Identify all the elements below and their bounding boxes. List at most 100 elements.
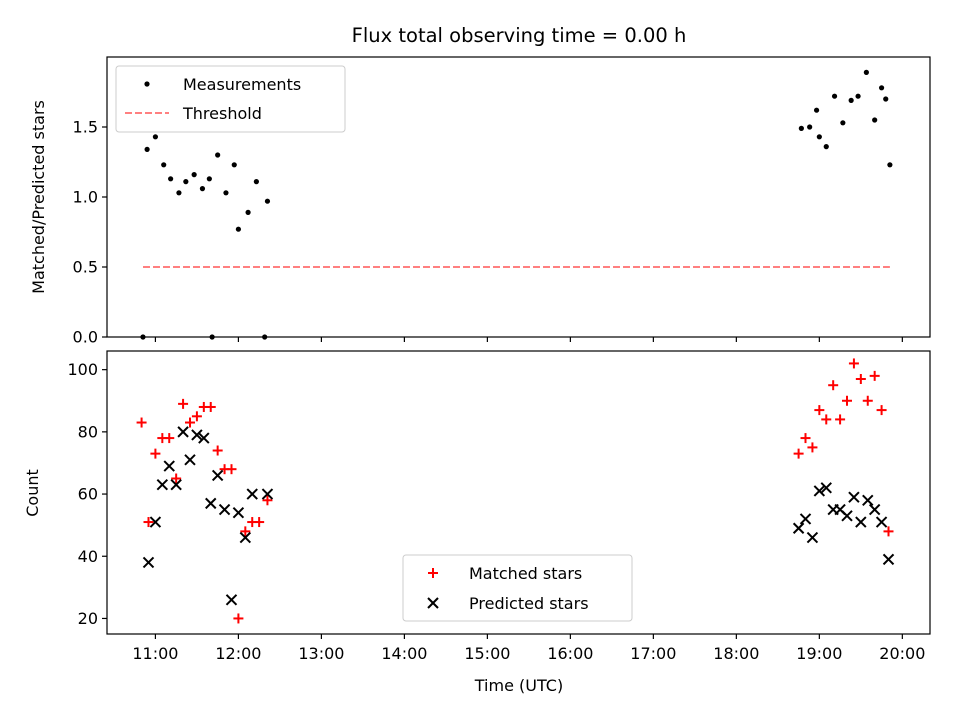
predicted-star-point [848,491,860,503]
measurement-point [215,152,221,158]
matched-star-point [800,433,811,444]
matched-star-point [848,358,859,369]
predicted-star-point [882,553,895,566]
matched-star-point [240,526,251,537]
predicted-star-point [792,522,805,534]
legend-predicted-label: Predicted stars [469,594,589,613]
predicted-star-point [191,429,203,441]
x-tick-label: 15:00 [464,644,510,663]
x-tick-label: 20:00 [879,644,925,663]
y-tick-label: 0.0 [73,328,98,347]
predicted-star-point [862,494,874,506]
matched-star-point [814,405,825,416]
bottom-axis-ticks: 20 40 60 80 100 11:00 12:00 13:00 14:00 15:00 16:0… [67,360,925,663]
bottom-y-axis-label: Count [23,469,42,517]
measurement-point [831,93,838,99]
measurement-point [168,176,174,182]
matched-star-point [184,417,195,428]
top-legend: Measurements Threshold [115,65,346,133]
y-tick-label: 1.0 [73,188,98,207]
measurement-point [878,85,885,91]
measurement-point [152,134,159,140]
matched-star-point [171,473,182,484]
x-tick-label: 11:00 [132,644,178,663]
legend-matched-label: Matched stars [469,564,582,583]
predicted-star-point [875,516,888,528]
measurement-point [840,120,846,126]
measurement-point [823,144,829,150]
matched-star-point [212,445,223,456]
predicted-star-point [813,485,826,497]
predicted-star-point [855,516,867,528]
y-tick-label: 80 [78,422,98,441]
predicted-star-point [232,507,245,519]
measurement-point [235,226,242,232]
matched-star-point [150,448,161,459]
y-tick-label: 100 [67,360,98,379]
predicted-star-point [156,479,169,491]
top-plot-marks [140,69,893,340]
predicted-star-point [820,482,832,494]
legend-predicted-marker [427,597,439,609]
predicted-star-point [184,454,196,466]
matched-star-point [178,398,189,409]
legend-measurements-label: Measurements [183,75,301,94]
measurement-point [245,209,251,215]
legend-matched-marker [428,568,438,578]
predicted-star-point [239,531,252,544]
measurement-point [807,124,813,130]
matched-star-point [862,395,873,406]
top-panel: 0.0 0.5 1.0 1.5 Matched/Predicted stars Mea… [29,56,931,347]
predicted-star-point [211,469,224,482]
chart-title: Flux total observing time = 0.00 h [352,24,687,47]
matched-star-point [226,464,237,475]
x-tick-label: 16:00 [547,644,593,663]
measurement-point [883,96,889,102]
y-tick-label: 20 [78,609,98,628]
measurement-point [887,162,893,168]
top-legend-box [115,65,346,133]
matched-star-point [828,380,839,391]
measurement-point [848,97,854,103]
predicted-star-point [261,488,274,500]
matched-star-point [164,433,175,444]
matched-star-point [876,405,887,416]
predicted-star-point [177,426,189,438]
bottom-legend: Matched stars Predicted stars [402,554,633,622]
x-tick-label: 12:00 [215,644,261,663]
matched-star-point [191,411,202,422]
measurement-point [798,125,804,131]
legend-measurements-marker [144,81,150,87]
bottom-axes-frame [106,350,931,635]
predicted-star-point [841,510,853,522]
matched-star-point [807,442,818,453]
x-tick-label: 14:00 [381,644,427,663]
bottom-panel: 20 40 60 80 100 11:00 12:00 13:00 14:00 15:00 16:0… [23,350,931,663]
bottom-plot-marks [136,358,895,624]
measurement-point [223,190,229,196]
measurement-point [253,179,259,185]
measurement-point [199,186,206,192]
legend-threshold-label: Threshold [182,104,262,123]
measurement-point [813,107,820,113]
matched-star-point [883,526,894,537]
measurement-point [872,117,878,123]
measurement-point [264,198,271,204]
measurement-point [161,162,167,168]
top-y-axis-label: Matched/Predicted stars [29,100,48,294]
predicted-star-point [205,497,217,510]
predicted-star-point [170,479,182,491]
predicted-star-point [225,594,238,606]
measurement-point [183,179,189,185]
matched-star-point [143,517,154,528]
bottom-legend-box [402,554,633,622]
predicted-star-point [246,488,258,500]
measurement-point [855,93,861,99]
x-tick-label: 18:00 [713,644,759,663]
predicted-star-point [799,513,812,525]
x-axis-label: Time (UTC) [474,676,563,695]
matched-star-point [869,370,880,381]
measurement-point [206,176,212,182]
predicted-star-point [149,516,162,528]
